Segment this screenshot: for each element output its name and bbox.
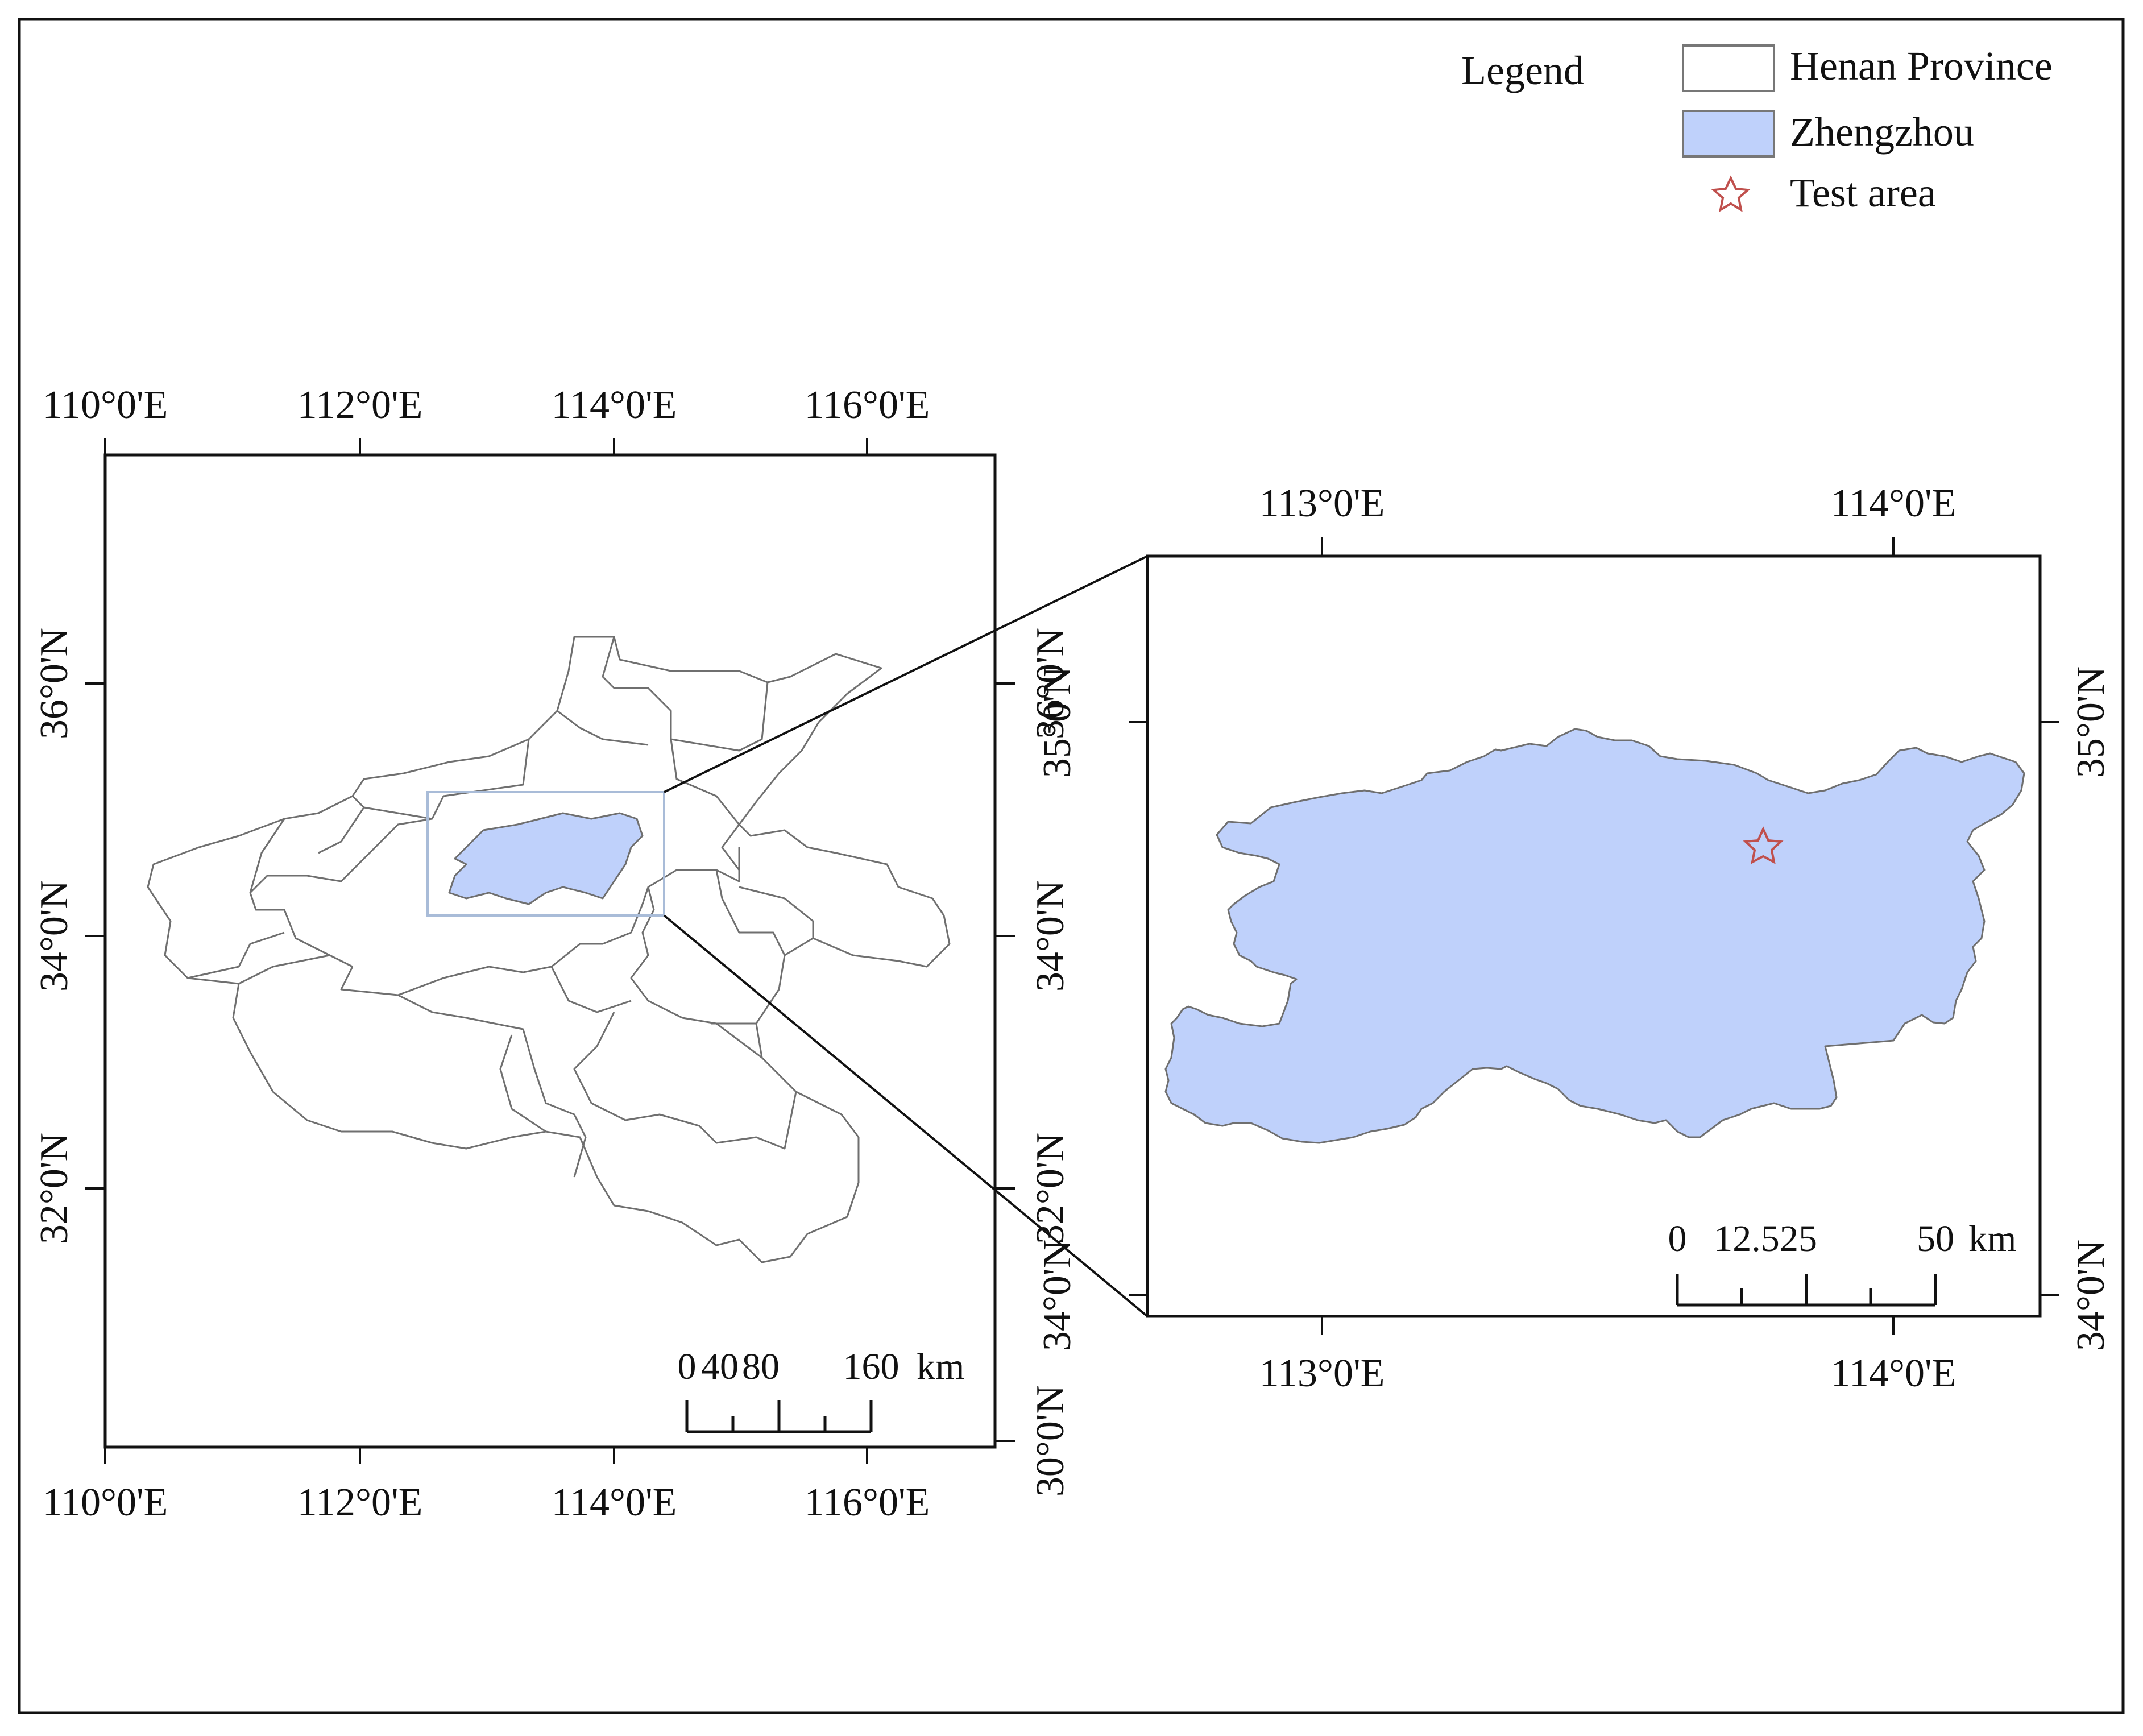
- legend-label-test-area: Test area: [1790, 170, 1936, 216]
- overview-bottom-ticks: [104, 1447, 868, 1464]
- detail-top-lon-label: 114°0'E: [1831, 482, 1957, 525]
- overview-scale-tick-label: 0: [678, 1346, 697, 1387]
- detail-scale-tick-label: 25: [1780, 1218, 1817, 1259]
- overview-left-lat-label: 32°0'N: [32, 1133, 76, 1244]
- overview-bottom-lon-label: 110°0'E: [43, 1481, 168, 1524]
- extent-box: [426, 791, 665, 917]
- detail-map: 113°0'E 114°0'E 113°0'E 114°0'E 35°0'N 3…: [1035, 482, 2113, 1395]
- legend: Legend Henan Province Zhengzhou Test are…: [1461, 43, 2053, 216]
- legend-star-icon: [1711, 175, 1751, 213]
- detail-scale-unit: km: [1968, 1218, 2016, 1259]
- overview-map-frame: [103, 453, 997, 1449]
- overview-scale-tick-label: 80: [742, 1346, 780, 1387]
- overview-right-lat-label: 34°0'N: [1029, 880, 1072, 992]
- detail-left-lat-label: 35°0'N: [1035, 666, 1079, 778]
- overview-left-lat-label: 34°0'N: [32, 880, 76, 992]
- overview-bottom-lon-label: 112°0'E: [297, 1481, 423, 1524]
- connector-lines: [663, 555, 1149, 1317]
- henan-province-shape: [147, 636, 951, 1263]
- detail-scale-tick-label: 50: [1917, 1218, 1954, 1259]
- overview-top-lon-label: 112°0'E: [297, 383, 423, 427]
- detail-bottom-lon-label: 113°0'E: [1259, 1352, 1385, 1395]
- zhengzhou-shape-overview: [448, 812, 644, 905]
- legend-swatch-zhengzhou: [1682, 110, 1775, 158]
- overview-bottom-lon-label: 114°0'E: [552, 1481, 677, 1524]
- detail-top-lon-label: 113°0'E: [1259, 482, 1385, 525]
- overview-top-lon-label: 114°0'E: [552, 383, 677, 427]
- overview-top-ticks: [104, 438, 868, 455]
- overview-top-lon-label: 110°0'E: [43, 383, 168, 427]
- detail-ticks: [1129, 537, 2059, 1335]
- overview-scale-tick-label: 160: [843, 1346, 900, 1387]
- overview-right-lat-label: 36°0'N: [1029, 628, 1072, 739]
- overview-scale-bar: 0 40 80 160 km: [678, 1346, 964, 1433]
- henan-outline: [147, 636, 951, 1263]
- overview-top-lon-label: 116°0'E: [805, 383, 930, 427]
- overview-bottom-lon-label: 116°0'E: [805, 1481, 930, 1524]
- zhengzhou-shape-detail: [1164, 728, 2025, 1144]
- overview-left-ticks: [85, 682, 105, 1190]
- test-area-star-icon: [1743, 826, 1784, 864]
- legend-title: Legend: [1461, 48, 1584, 93]
- henan-prefecture-boundaries: [187, 636, 814, 1178]
- detail-bottom-lon-label: 114°0'E: [1831, 1352, 1957, 1395]
- legend-label-zhengzhou: Zhengzhou: [1790, 109, 1974, 155]
- overview-scale-unit: km: [917, 1346, 964, 1387]
- overview-right-lat-label: 32°0'N: [1029, 1133, 1072, 1244]
- overview-scale-tick-label: 40: [701, 1346, 739, 1387]
- legend-label-henan: Henan Province: [1790, 43, 2053, 89]
- detail-right-lat-label: 35°0'N: [2069, 666, 2113, 778]
- detail-scale-tick-label: 0: [1668, 1218, 1687, 1259]
- detail-scale-bar: 0 12.5 25 50 km: [1668, 1218, 2016, 1307]
- legend-swatch-henan: [1682, 44, 1775, 92]
- overview-right-ticks: [995, 682, 1015, 1442]
- overview-right-lat-label: 30°0'N: [1029, 1385, 1072, 1497]
- overview-map: 110°0'E 112°0'E 114°0'E 116°0'E 110°0'E …: [32, 383, 1072, 1524]
- detail-scale-tick-label: 12.5: [1714, 1218, 1780, 1259]
- detail-right-lat-label: 34°0'N: [2069, 1240, 2113, 1351]
- detail-left-lat-label: 34°0'N: [1035, 1240, 1079, 1351]
- outer-frame: [18, 18, 2125, 1714]
- overview-left-lat-label: 36°0'N: [32, 628, 76, 739]
